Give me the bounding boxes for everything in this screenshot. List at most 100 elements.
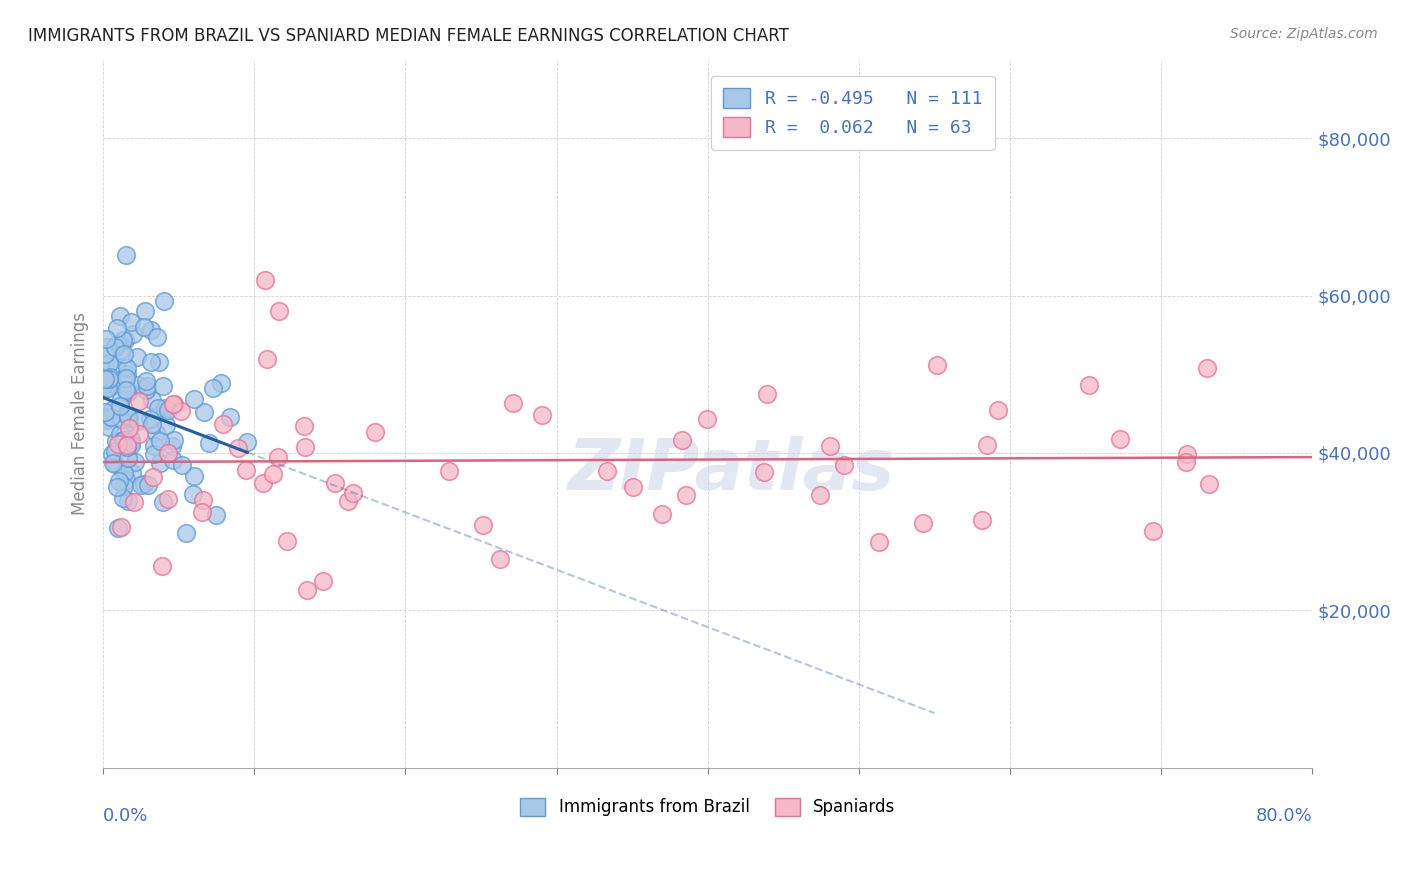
Point [987,403,1010,417]
Text: IMMIGRANTS FROM BRAZIL VS SPANIARD MEDIAN FEMALE EARNINGS CORRELATION CHART: IMMIGRANTS FROM BRAZIL VS SPANIARD MEDIA… [28,27,789,45]
Point [1175,455,1198,469]
Point [117,409,139,423]
Point [488,551,510,566]
Point [115,384,138,399]
Point [108,399,131,413]
Point [139,412,162,426]
Point [211,417,233,432]
Point [152,378,174,392]
Point [651,507,673,521]
Point [198,436,221,450]
Point [105,320,128,334]
Point [118,384,141,399]
Point [108,427,131,442]
Point [262,467,284,481]
Point [190,504,212,518]
Point [93,347,115,361]
Point [139,323,162,337]
Point [226,442,249,456]
Point [94,376,117,391]
Point [218,409,240,424]
Point [107,521,129,535]
Point [472,518,495,533]
Point [752,465,775,479]
Point [174,526,197,541]
Point [101,403,124,417]
Text: 80.0%: 80.0% [1256,806,1312,824]
Point [132,477,155,491]
Point [970,512,993,526]
Point [127,414,149,428]
Point [122,327,145,342]
Point [117,493,139,508]
Point [112,479,135,493]
Point [201,381,224,395]
Point [312,574,335,588]
Point [148,355,170,369]
Point [254,273,277,287]
Point [671,434,693,448]
Point [104,458,127,472]
Point [170,458,193,472]
Point [104,340,127,354]
Point [808,488,831,502]
Point [105,480,128,494]
Point [127,377,149,392]
Point [135,375,157,389]
Point [136,478,159,492]
Point [141,392,163,407]
Point [97,381,120,395]
Point [120,438,142,452]
Point [117,368,139,382]
Point [193,404,215,418]
Point [142,469,165,483]
Point [114,371,136,385]
Point [115,440,138,454]
Point [183,469,205,483]
Point [1078,377,1101,392]
Point [156,492,179,507]
Point [152,558,174,573]
Point [596,464,619,478]
Point [756,387,779,401]
Point [1198,477,1220,491]
Point [120,432,142,446]
Point [96,340,118,354]
Point [152,495,174,509]
Point [104,443,127,458]
Point [342,486,364,500]
Point [1109,432,1132,446]
Point [110,411,132,425]
Point [134,304,156,318]
Point [531,408,554,422]
Point [181,487,204,501]
Point [110,520,132,534]
Point [925,358,948,372]
Point [170,404,193,418]
Point [205,508,228,522]
Point [294,440,316,454]
Point [143,439,166,453]
Point [1195,360,1218,375]
Point [162,453,184,467]
Point [117,450,139,465]
Point [155,417,177,432]
Point [122,495,145,509]
Point [115,248,138,262]
Point [139,355,162,369]
Point [256,351,278,366]
Text: Source: ZipAtlas.com: Source: ZipAtlas.com [1230,27,1378,41]
Point [128,427,150,442]
Point [128,394,150,409]
Point [267,450,290,464]
Point [135,384,157,398]
Point [129,478,152,492]
Point [94,332,117,346]
Point [107,436,129,450]
Point [115,409,138,423]
Point [118,418,141,433]
Point [110,392,132,407]
Point [323,476,346,491]
Point [157,402,180,417]
Point [110,310,132,324]
